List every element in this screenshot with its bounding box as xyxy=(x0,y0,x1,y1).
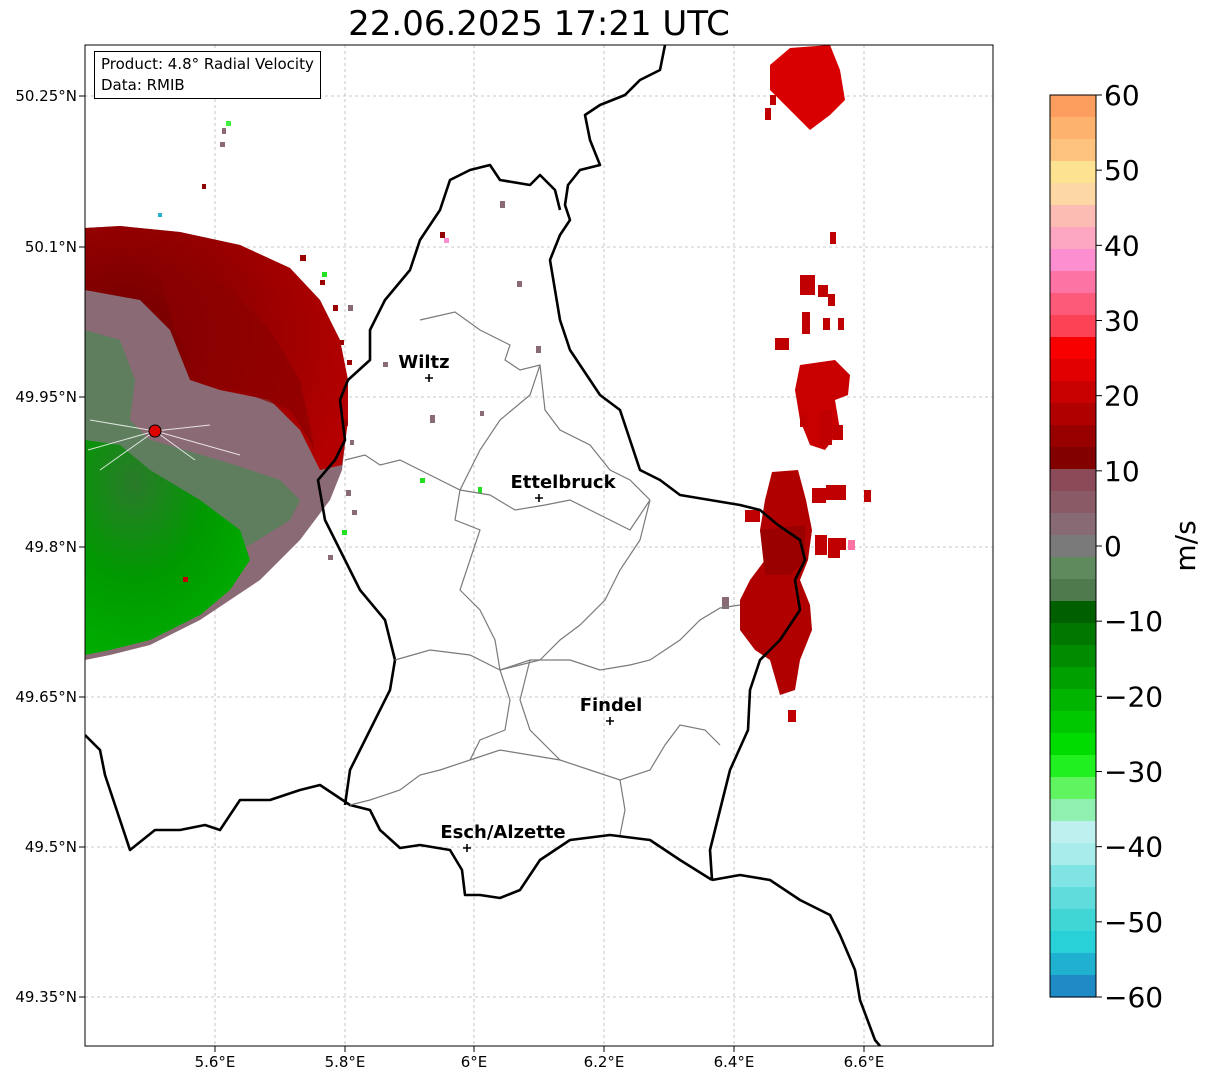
canton-boundaries xyxy=(344,311,741,836)
colorbar-band xyxy=(1050,711,1096,734)
colorbar-band xyxy=(1050,645,1096,668)
city-wiltz: Wiltz xyxy=(398,352,450,382)
city-marker-ettelbruck xyxy=(535,494,543,502)
colorbar-tick-label: −40 xyxy=(1104,831,1163,864)
colorbar-band xyxy=(1050,271,1096,294)
colorbar-band xyxy=(1050,513,1096,536)
city-marker-esch-alzette xyxy=(463,844,471,852)
colorbar-tick-label: −50 xyxy=(1104,906,1163,939)
colorbar-band xyxy=(1050,887,1096,910)
radar-echo-west xyxy=(85,121,541,660)
lat-tick-label: 49.95°N xyxy=(15,388,77,406)
colorbar-tick-label: 20 xyxy=(1104,380,1140,413)
city-marker-wiltz xyxy=(425,374,433,382)
colorbar-tick-label: 40 xyxy=(1104,229,1140,262)
lon-tick-label: 6.4°E xyxy=(714,1053,755,1071)
city-esch-alzette: Esch/Alzette xyxy=(440,822,566,852)
colorbar-band xyxy=(1050,117,1096,140)
colorbar-band xyxy=(1050,667,1096,690)
colorbar-band xyxy=(1050,865,1096,888)
lat-tick-label: 49.8°N xyxy=(25,538,77,556)
radar-echo-east xyxy=(722,45,871,722)
colorbar-tick-label: −10 xyxy=(1104,605,1163,638)
colorbar-band xyxy=(1050,469,1096,492)
colorbar-band xyxy=(1050,95,1096,118)
colorbar-band xyxy=(1050,821,1096,844)
lat-tick-label: 50.25°N xyxy=(15,87,77,105)
colorbar-band xyxy=(1050,931,1096,954)
plot-frame xyxy=(84,44,994,1047)
colorbar: 60 50 40 30 20 10 0 −10 −20 −30 −40 −50 −60 m/s xyxy=(1049,79,1202,1014)
lon-tick-label: 6.2°E xyxy=(584,1053,625,1071)
lon-tick-label: 6.6°E xyxy=(844,1053,885,1071)
colorbar-tick-label: 10 xyxy=(1104,455,1140,488)
colorbar-band xyxy=(1050,227,1096,250)
colorbar-tick-label: −30 xyxy=(1104,756,1163,789)
colorbar-band xyxy=(1050,777,1096,800)
city-label-findel: Findel xyxy=(580,695,643,716)
colorbar-tick-label: 30 xyxy=(1104,305,1140,338)
colorbar-band xyxy=(1050,733,1096,756)
colorbar-unit-label: m/s xyxy=(1169,520,1202,571)
radar-site-marker xyxy=(148,424,162,438)
colorbar-band xyxy=(1050,579,1096,602)
lon-tick-label: 5.6°E xyxy=(195,1053,236,1071)
colorbar-band xyxy=(1050,293,1096,316)
colorbar-band xyxy=(1050,359,1096,382)
data-source-label: Data: RMIB xyxy=(101,76,185,94)
colorbar-band xyxy=(1050,447,1096,470)
chart-title: 22.06.2025 17:21 UTC xyxy=(348,4,730,44)
city-label-ettelbruck: Ettelbruck xyxy=(510,472,616,493)
colorbar-band xyxy=(1050,425,1096,448)
colorbar-band xyxy=(1050,755,1096,778)
colorbar-band xyxy=(1050,337,1096,360)
colorbar-band xyxy=(1050,183,1096,206)
lat-tick-label: 49.65°N xyxy=(15,688,77,706)
colorbar-band xyxy=(1050,689,1096,712)
colorbar-band xyxy=(1050,491,1096,514)
colorbar-band xyxy=(1050,799,1096,822)
colorbar-band xyxy=(1050,315,1096,338)
colorbar-tick-label: 50 xyxy=(1104,154,1140,187)
colorbar-tick-label: 0 xyxy=(1104,530,1122,563)
colorbar-band xyxy=(1050,205,1096,228)
lat-tick-label: 50.1°N xyxy=(25,238,77,256)
colorbar-band xyxy=(1050,623,1096,646)
colorbar-band xyxy=(1050,403,1096,426)
colorbar-ticks: 60 50 40 30 20 10 0 −10 −20 −30 −40 −50 −60 xyxy=(1096,79,1163,1014)
colorbar-bands xyxy=(1050,95,1096,998)
city-marker-findel xyxy=(606,717,614,725)
lat-tick-label: 49.5°N xyxy=(25,838,77,856)
lon-tick-label: 6°E xyxy=(461,1053,488,1071)
longitude-ticks: 5.6°E 5.8°E 6°E 6.2°E 6.4°E 6.6°E xyxy=(195,1046,885,1071)
latitude-ticks: 50.25°N 50.1°N 49.95°N 49.8°N 49.65°N 49… xyxy=(15,87,85,1006)
colorbar-band xyxy=(1050,381,1096,404)
colorbar-band xyxy=(1050,975,1096,998)
city-markers: Wiltz Ettelbruck Findel Esch/Alzette xyxy=(398,352,642,852)
info-box: Product: 4.8° Radial Velocity Data: RMIB xyxy=(94,51,321,99)
colorbar-band xyxy=(1050,161,1096,184)
city-label-esch-alzette: Esch/Alzette xyxy=(440,822,565,843)
colorbar-tick-label: −60 xyxy=(1104,981,1163,1014)
colorbar-band xyxy=(1050,953,1096,976)
lon-tick-label: 5.8°E xyxy=(325,1053,366,1071)
colorbar-band xyxy=(1050,909,1096,932)
colorbar-band xyxy=(1050,843,1096,866)
colorbar-band xyxy=(1050,139,1096,162)
colorbar-band xyxy=(1050,601,1096,624)
city-label-wiltz: Wiltz xyxy=(398,352,449,373)
colorbar-band xyxy=(1050,249,1096,272)
city-ettelbruck: Ettelbruck xyxy=(510,472,617,502)
colorbar-band xyxy=(1050,557,1096,580)
country-borders xyxy=(85,45,881,1046)
product-label: Product: 4.8° Radial Velocity xyxy=(101,55,314,73)
lat-tick-label: 49.35°N xyxy=(15,988,77,1006)
colorbar-tick-label: 60 xyxy=(1104,79,1140,112)
colorbar-band xyxy=(1050,535,1096,558)
city-findel: Findel xyxy=(580,695,643,725)
colorbar-tick-label: −20 xyxy=(1104,680,1163,713)
